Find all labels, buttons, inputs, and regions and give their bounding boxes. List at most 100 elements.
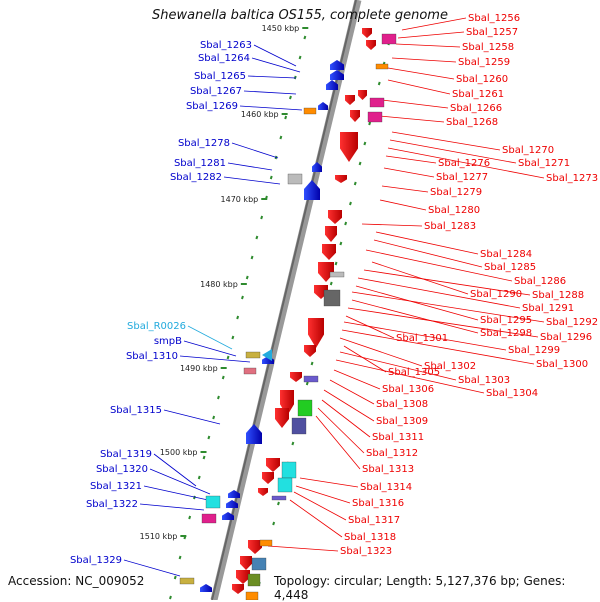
gene-label-right[interactable]: Sbal_1266 [450, 103, 502, 114]
tick-mark [269, 175, 273, 180]
gene-label-right[interactable]: Sbal_1261 [452, 89, 504, 100]
gene-label-right[interactable]: Sbal_1260 [456, 74, 508, 85]
leader-line [397, 31, 465, 39]
leader-line [363, 269, 531, 296]
gene-label-left[interactable]: Sbal_1319 [100, 449, 152, 460]
gene-label-right[interactable]: Sbal_1318 [344, 532, 396, 543]
gene-label-right[interactable]: Sbal_1273 [546, 173, 598, 184]
gene-label-left[interactable]: Sbal_1264 [198, 53, 250, 64]
tick-mark [329, 281, 333, 286]
tick-mark [303, 35, 307, 40]
gene-label-right[interactable]: Sbal_1270 [502, 145, 554, 156]
rna-glyph [262, 349, 272, 361]
gene-features [179, 28, 397, 600]
tick-mark [298, 55, 302, 60]
leader-line [381, 99, 449, 109]
gene-arrow-reverse [366, 40, 376, 50]
gene-label-left[interactable]: Sbal_1281 [174, 158, 226, 169]
gene-label-left[interactable]: Sbal_1315 [110, 405, 162, 416]
gene-label-right[interactable]: Sbal_1316 [352, 498, 404, 509]
gene-label-right[interactable]: Sbal_1309 [376, 416, 428, 427]
gene-label-left[interactable]: Sbal_1329 [70, 555, 122, 566]
tick-mark [377, 81, 381, 86]
gene-label-right[interactable]: Sbal_1291 [522, 303, 574, 314]
gene-label-left[interactable]: Sbal_R0026 [127, 321, 186, 332]
gene-label-right[interactable]: Sbal_1302 [424, 361, 476, 372]
gene-label-left[interactable]: Sbal_1263 [200, 40, 252, 51]
gene-label-right[interactable]: Sbal_1284 [480, 249, 532, 260]
gene-label-left[interactable]: Sbal_1310 [126, 351, 178, 362]
gene-label-right[interactable]: Sbal_1286 [514, 276, 566, 287]
gene-label-right[interactable]: Sbal_1256 [468, 13, 520, 24]
gene-label-right[interactable]: Sbal_1305 [388, 367, 440, 378]
gene-label-right[interactable]: Sbal_1271 [518, 158, 570, 169]
leader-line [379, 199, 427, 211]
leader-line [295, 485, 351, 504]
tick-mark [277, 501, 280, 506]
gene-label-right[interactable]: Sbal_1290 [470, 289, 522, 300]
gene-label-right[interactable]: Sbal_1288 [532, 290, 584, 301]
gene-label-left[interactable]: Sbal_1278 [178, 138, 230, 149]
gene-label-right[interactable]: Sbal_1268 [446, 117, 498, 128]
leader-line [387, 67, 455, 80]
gene-label-right[interactable]: Sbal_1306 [382, 384, 434, 395]
tick-mark [368, 121, 372, 126]
leader-line [223, 176, 281, 185]
olive-box [245, 351, 261, 359]
gene-label-right[interactable]: Sbal_1317 [348, 515, 400, 526]
gene-arrow-forward [222, 511, 234, 520]
gene-label-right[interactable]: Sbal_1285 [484, 262, 536, 273]
gene-label-right[interactable]: Sbal_1258 [462, 42, 514, 53]
kbp-label: 1480 kbp [200, 280, 238, 289]
tick-mark [236, 315, 240, 320]
leader-line [251, 57, 301, 73]
gene-label-right[interactable]: Sbal_1311 [372, 432, 424, 443]
gene-label-right[interactable]: Sbal_1276 [438, 158, 490, 169]
tick-mark [207, 435, 211, 440]
purple-box [271, 495, 287, 501]
gene-arrow-forward [304, 180, 320, 200]
gene-label-left[interactable]: Sbal_1267 [190, 86, 242, 97]
gene-label-left[interactable]: Sbal_1265 [194, 71, 246, 82]
leader-line [335, 359, 485, 394]
gene-label-left[interactable]: Sbal_1322 [86, 499, 138, 510]
gene-arrow-reverse [335, 175, 347, 183]
gray-box [329, 271, 345, 278]
tick-mark [178, 555, 182, 560]
gene-label-right[interactable]: Sbal_1312 [366, 448, 418, 459]
olive-box [179, 577, 195, 585]
gene-label-right[interactable]: Sbal_1277 [436, 172, 488, 183]
gene-label-left[interactable]: Sbal_1320 [96, 464, 148, 475]
tick-mark [255, 235, 259, 240]
gene-label-right[interactable]: Sbal_1295 [480, 315, 532, 326]
gene-label-left[interactable]: Sbal_1269 [186, 101, 238, 112]
gene-label-right[interactable]: Sbal_1323 [340, 546, 392, 557]
gene-label-right[interactable]: Sbal_1304 [486, 388, 538, 399]
genome-backbone [210, 0, 362, 600]
gene-label-right[interactable]: Sbal_1314 [360, 482, 412, 493]
leader-line [321, 399, 371, 438]
gene-label-right[interactable]: Sbal_1300 [536, 359, 588, 370]
leader-line [391, 57, 457, 63]
gene-label-right[interactable]: Sbal_1259 [458, 57, 510, 68]
gene-label-right[interactable]: Sbal_1301 [396, 333, 448, 344]
gene-label-right[interactable]: Sbal_1292 [546, 317, 598, 328]
gene-arrow-reverse [328, 210, 342, 224]
gene-label-right[interactable]: Sbal_1303 [458, 375, 510, 386]
gene-label-right[interactable]: Sbal_1257 [466, 27, 518, 38]
gene-label-left[interactable]: smpB [154, 336, 182, 347]
gene-arrow-forward [246, 424, 262, 444]
gene-label-right[interactable]: Sbal_1280 [428, 205, 480, 216]
gene-arrow-forward [228, 490, 240, 498]
gene-label-right[interactable]: Sbal_1279 [430, 187, 482, 198]
gene-label-right[interactable]: Sbal_1308 [376, 399, 428, 410]
gene-label-right[interactable]: Sbal_1283 [424, 221, 476, 232]
gene-label-right[interactable]: Sbal_1296 [540, 332, 592, 343]
gene-label-right[interactable]: Sbal_1299 [508, 345, 560, 356]
green-box [297, 399, 313, 417]
gene-label-right[interactable]: Sbal_1298 [480, 328, 532, 339]
gene-label-left[interactable]: Sbal_1321 [90, 481, 142, 492]
gene-label-right[interactable]: Sbal_1313 [362, 464, 414, 475]
tick-mark [241, 295, 244, 300]
gene-label-left[interactable]: Sbal_1282 [170, 172, 222, 183]
